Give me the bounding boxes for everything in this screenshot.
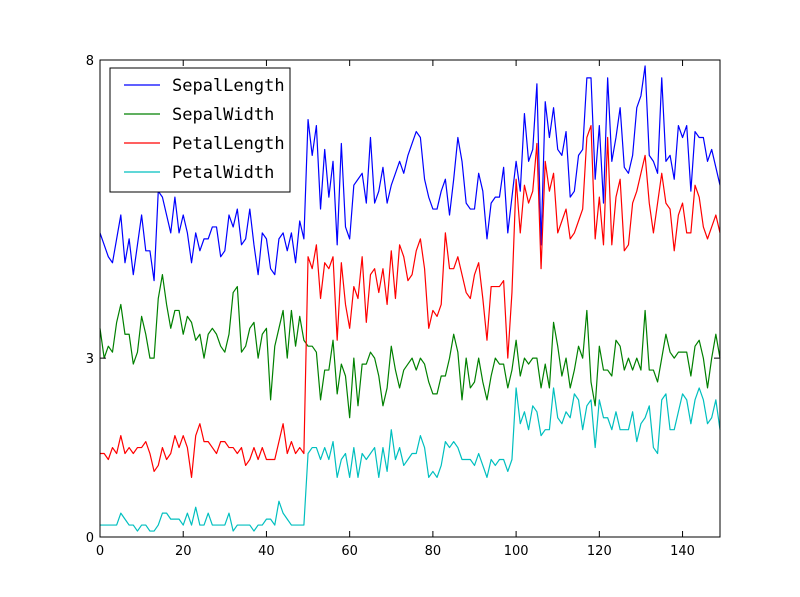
legend-label-sepal-length: SepalLength bbox=[172, 76, 285, 96]
x-tick-label-40: 40 bbox=[258, 544, 275, 559]
series-line-sepal-width bbox=[99, 274, 721, 419]
legend-label-petal-length: PetalLength bbox=[172, 134, 285, 154]
x-tick-label-120: 120 bbox=[587, 544, 612, 559]
x-tick-label-100: 100 bbox=[504, 544, 529, 559]
ticks-layer: 0 20 40 60 80 100 120 140 0 3 8 bbox=[86, 54, 720, 559]
series-layer bbox=[99, 65, 721, 532]
x-tick-label-140: 140 bbox=[670, 544, 695, 559]
legend: SepalLength SepalWidth PetalLength Petal… bbox=[109, 67, 291, 193]
legend-box bbox=[109, 67, 291, 193]
x-tick-label-20: 20 bbox=[175, 544, 192, 559]
x-tick-label-0: 0 bbox=[96, 544, 104, 559]
series-line-petal-length bbox=[100, 124, 721, 478]
series-line-petal-width bbox=[100, 387, 721, 532]
y-tick-label-8: 8 bbox=[86, 54, 94, 69]
y-tick-label-3: 3 bbox=[86, 352, 94, 367]
x-tick-label-60: 60 bbox=[341, 544, 358, 559]
plot-frame bbox=[99, 59, 721, 538]
legend-label-sepal-width: SepalWidth bbox=[172, 105, 274, 125]
legend-label-petal-width: PetalWidth bbox=[172, 163, 274, 183]
series-line-sepal-length bbox=[99, 65, 721, 282]
x-tick-label-80: 80 bbox=[425, 544, 442, 559]
y-tick-label-0: 0 bbox=[86, 531, 94, 546]
